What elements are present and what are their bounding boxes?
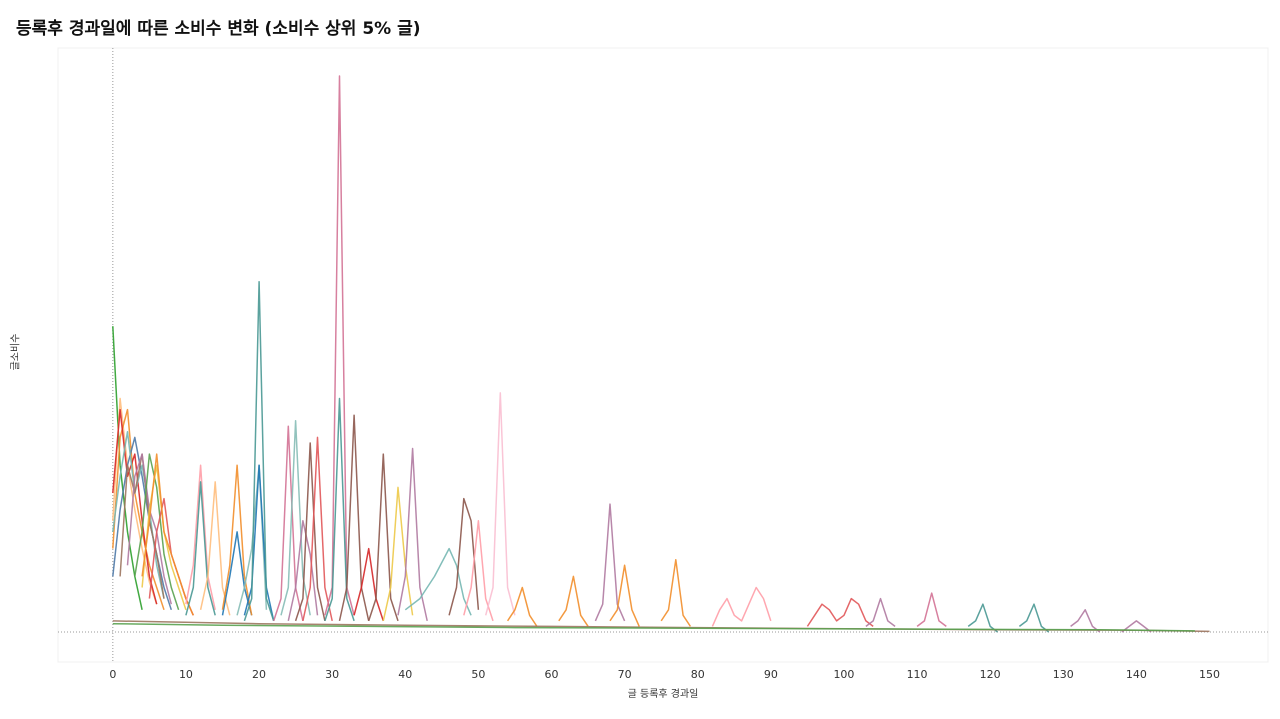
series-line-28 [353,547,385,622]
plot-area [57,47,1269,663]
series-line-19 [243,280,275,622]
x-tick-label: 40 [398,668,412,681]
series-line-18 [243,464,275,622]
series-line-8 [134,453,180,611]
series-line-31 [397,447,428,622]
series-line-1 [112,397,158,605]
series-line-21 [280,419,311,616]
series-line-24 [302,436,333,622]
series-line-35 [484,392,516,616]
series-line-4 [112,436,173,611]
series-line-25 [324,75,355,616]
series-line-44 [916,592,947,627]
x-tick-label: 90 [764,668,778,681]
series-line-23 [294,442,326,622]
x-tick-label: 100 [833,668,854,681]
x-tick-label: 120 [980,668,1001,681]
series-line-5 [112,431,165,599]
series-line-30 [382,486,414,622]
series-line-32 [404,547,472,616]
series-line-16 [221,464,253,616]
x-axis-label: 글 등록후 경과일 [628,687,699,700]
x-tick-label: 50 [471,668,485,681]
x-tick-label: 140 [1126,668,1147,681]
series-line-40 [660,558,692,627]
series-line-13 [185,481,216,616]
series-line-47 [1070,609,1101,633]
series-line-27 [338,414,370,622]
series-group [112,75,1210,633]
series-line-20 [272,425,304,622]
series-line-41 [711,586,772,627]
series-line-36 [506,586,538,627]
x-tick-label: 0 [109,668,116,681]
series-line-11 [141,453,194,616]
x-tick-label: 80 [691,668,705,681]
series-line-50 [112,622,1195,632]
series-line-12 [185,464,216,610]
x-tick-label: 150 [1199,668,1220,681]
series-line-39 [609,564,640,627]
x-tick-label: 30 [325,668,339,681]
series-line-22 [287,520,319,622]
series-line-46 [1018,603,1050,633]
x-tick-label: 70 [618,668,632,681]
x-tick-label: 110 [907,668,928,681]
series-line-42 [806,597,874,627]
series-line-0 [112,326,143,610]
series-line-37 [558,575,589,627]
series-line-26 [324,397,355,622]
series-line-3 [112,408,158,605]
series-line-2 [112,408,165,611]
x-tick-label: 60 [545,668,559,681]
series-line-38 [594,503,626,622]
series-line-48 [1121,620,1152,633]
series-line-33 [448,497,480,616]
x-tick-labels: 0 10 20 30 40 50 60 70 80 90 100 110 120 130 140 150 [109,668,1220,681]
axes [58,48,1268,662]
x-tick-label: 20 [252,668,266,681]
series-line-29 [367,453,399,622]
series-line-15 [221,531,253,616]
series-line-43 [865,597,896,627]
x-tick-label: 10 [179,668,193,681]
series-line-45 [967,603,998,633]
chart-title: 등록후 경과일에 따른 소비수 변화 (소비수 상위 5% 글) [16,19,421,39]
x-tick-label: 130 [1053,668,1074,681]
